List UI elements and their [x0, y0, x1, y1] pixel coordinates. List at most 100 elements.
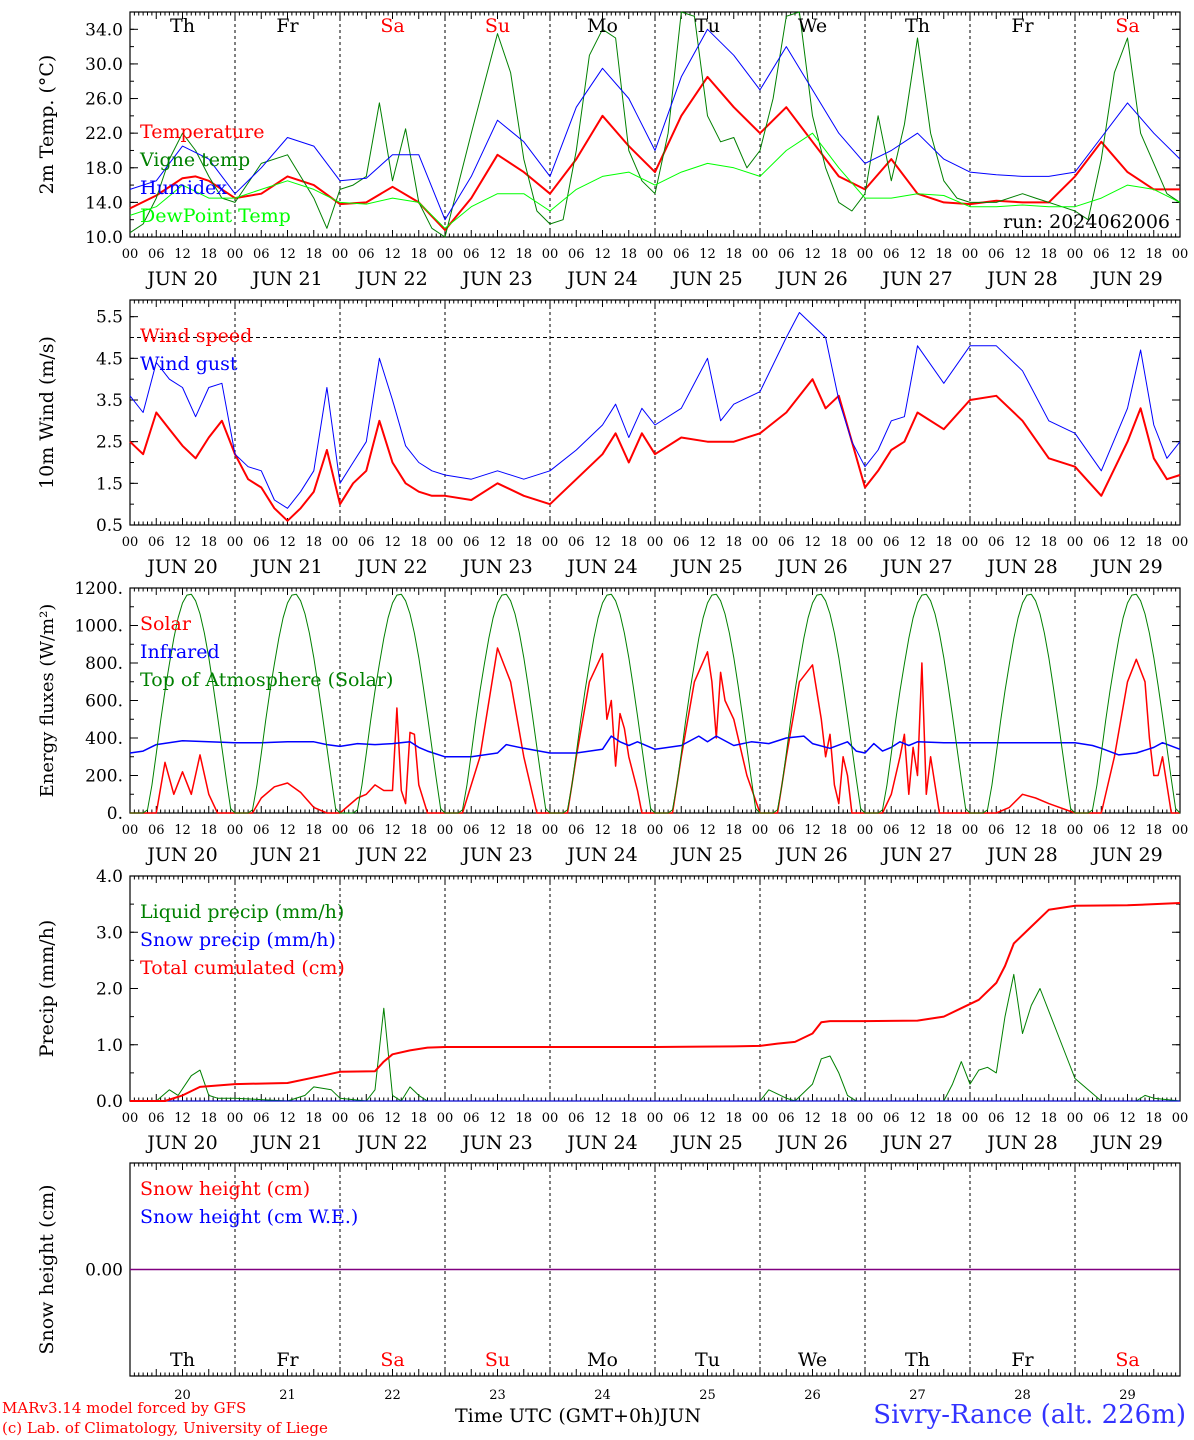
weekday-label: Th — [905, 15, 930, 37]
hour-tick-label: 06 — [988, 1111, 1005, 1126]
y-tick-label: 1.5 — [96, 474, 123, 494]
day-number-label: 21 — [279, 1388, 296, 1403]
y-tick-label: 1000. — [74, 617, 123, 637]
day-number-label: 22 — [384, 1388, 401, 1403]
hour-tick-label: 18 — [1040, 247, 1057, 262]
day-date-label: JUN 21 — [250, 268, 322, 290]
day-date-label: JUN 21 — [250, 844, 322, 866]
y-tick-label: 30.0 — [85, 55, 123, 75]
series-line-2-1 — [129, 378, 1181, 522]
day-number-label: 23 — [489, 1388, 506, 1403]
legend-entry: Infrared — [140, 641, 220, 663]
hour-tick-label: 00 — [752, 247, 769, 262]
series-line-1-2 — [129, 11, 1181, 238]
y-axis-label: 10m Wind (m/s) — [36, 336, 58, 489]
hour-tick-label: 06 — [568, 247, 585, 262]
hour-tick-label: 00 — [1067, 247, 1084, 262]
chart-panel-1: 10.0 14.0 18.0 22.0 26.0 30.0 34.0 2m Temp. (°C… — [36, 11, 1188, 290]
hour-tick-label: 00 — [752, 1111, 769, 1126]
hour-tick-label: 18 — [305, 823, 322, 838]
hour-tick-label: 18 — [935, 247, 952, 262]
hour-tick-label: 18 — [1040, 1111, 1057, 1126]
hour-tick-label: 00 — [1172, 535, 1189, 550]
hour-tick-label: 18 — [725, 535, 742, 550]
hour-tick-label: 00 — [122, 535, 139, 550]
y-tick-label: 0. — [107, 804, 123, 824]
hour-tick-label: 00 — [437, 247, 454, 262]
footer-lab-credit: (c) Lab. of Climatology, University of L… — [2, 1419, 328, 1437]
hour-tick-label: 00 — [542, 1111, 559, 1126]
hour-tick-label: 18 — [1145, 1111, 1162, 1126]
day-date-label: JUN 25 — [670, 844, 742, 866]
hour-tick-label: 18 — [200, 247, 217, 262]
day-date-label: JUN 29 — [1090, 844, 1162, 866]
day-date-label: JUN 27 — [880, 1132, 952, 1154]
weekday-label: Sa — [1115, 1349, 1139, 1371]
hour-tick-label: 12 — [384, 823, 401, 838]
hour-tick-label: 06 — [673, 823, 690, 838]
hour-tick-label: 12 — [489, 247, 506, 262]
y-tick-label: 400. — [85, 729, 123, 749]
hour-tick-label: 12 — [279, 535, 296, 550]
series-line-4-1 — [130, 973, 1181, 1102]
y-tick-label: 10.0 — [85, 228, 123, 248]
hour-tick-label: 00 — [332, 1111, 349, 1126]
hour-tick-label: 18 — [1145, 535, 1162, 550]
day-date-label: JUN 25 — [670, 1132, 742, 1154]
day-date-label: JUN 28 — [985, 844, 1057, 866]
legend-entry: Wind speed — [140, 325, 252, 347]
hour-tick-label: 12 — [1119, 823, 1136, 838]
y-tick-label: 3.5 — [96, 391, 123, 411]
hour-tick-label: 18 — [515, 1111, 532, 1126]
hour-tick-label: 00 — [227, 1111, 244, 1126]
hour-tick-label: 00 — [857, 1111, 874, 1126]
hour-tick-label: 12 — [1119, 535, 1136, 550]
hour-tick-label: 18 — [515, 823, 532, 838]
hour-tick-label: 12 — [804, 1111, 821, 1126]
weekday-label: Th — [905, 1349, 930, 1371]
weekday-label: Tu — [695, 1349, 720, 1371]
hour-tick-label: 06 — [253, 1111, 270, 1126]
weekday-label: Su — [485, 15, 510, 37]
hour-tick-label: 00 — [227, 535, 244, 550]
hour-tick-label: 06 — [358, 535, 375, 550]
hour-tick-label: 00 — [647, 1111, 664, 1126]
hour-tick-label: 18 — [830, 1111, 847, 1126]
hour-tick-label: 06 — [673, 247, 690, 262]
hour-tick-label: 12 — [384, 247, 401, 262]
legend-entry: Solar — [140, 613, 192, 635]
hour-tick-label: 06 — [463, 535, 480, 550]
hour-tick-label: 00 — [437, 1111, 454, 1126]
hour-tick-label: 12 — [384, 535, 401, 550]
weekday-label: Su — [485, 1349, 510, 1371]
day-date-label: JUN 28 — [985, 1132, 1057, 1154]
hour-tick-label: 18 — [1040, 823, 1057, 838]
hour-tick-label: 12 — [699, 1111, 716, 1126]
hour-tick-label: 18 — [830, 535, 847, 550]
hour-tick-label: 18 — [830, 823, 847, 838]
weekday-label: Sa — [380, 1349, 404, 1371]
hour-tick-label: 00 — [962, 823, 979, 838]
y-tick-label: 0.5 — [96, 516, 123, 536]
hour-tick-label: 00 — [752, 823, 769, 838]
y-tick-label: 1.0 — [96, 1036, 123, 1056]
hour-tick-label: 06 — [988, 247, 1005, 262]
weekday-label: Mo — [587, 15, 618, 37]
weekday-label: Th — [170, 1349, 195, 1371]
y-tick-label: 200. — [85, 767, 123, 787]
hour-tick-label: 12 — [489, 1111, 506, 1126]
hour-tick-label: 06 — [148, 823, 165, 838]
hour-tick-label: 00 — [332, 823, 349, 838]
hour-tick-label: 00 — [857, 535, 874, 550]
day-date-label: JUN 25 — [670, 556, 742, 578]
hour-tick-label: 06 — [1093, 535, 1110, 550]
series-line-3-3 — [130, 593, 1181, 814]
y-tick-label: 800. — [85, 654, 123, 674]
hour-tick-label: 12 — [699, 247, 716, 262]
hour-tick-label: 06 — [778, 535, 795, 550]
hour-tick-label: 12 — [174, 823, 191, 838]
hour-tick-label: 12 — [1014, 1111, 1031, 1126]
hour-tick-label: 00 — [227, 823, 244, 838]
hour-tick-label: 00 — [647, 823, 664, 838]
day-date-label: JUN 21 — [250, 556, 322, 578]
